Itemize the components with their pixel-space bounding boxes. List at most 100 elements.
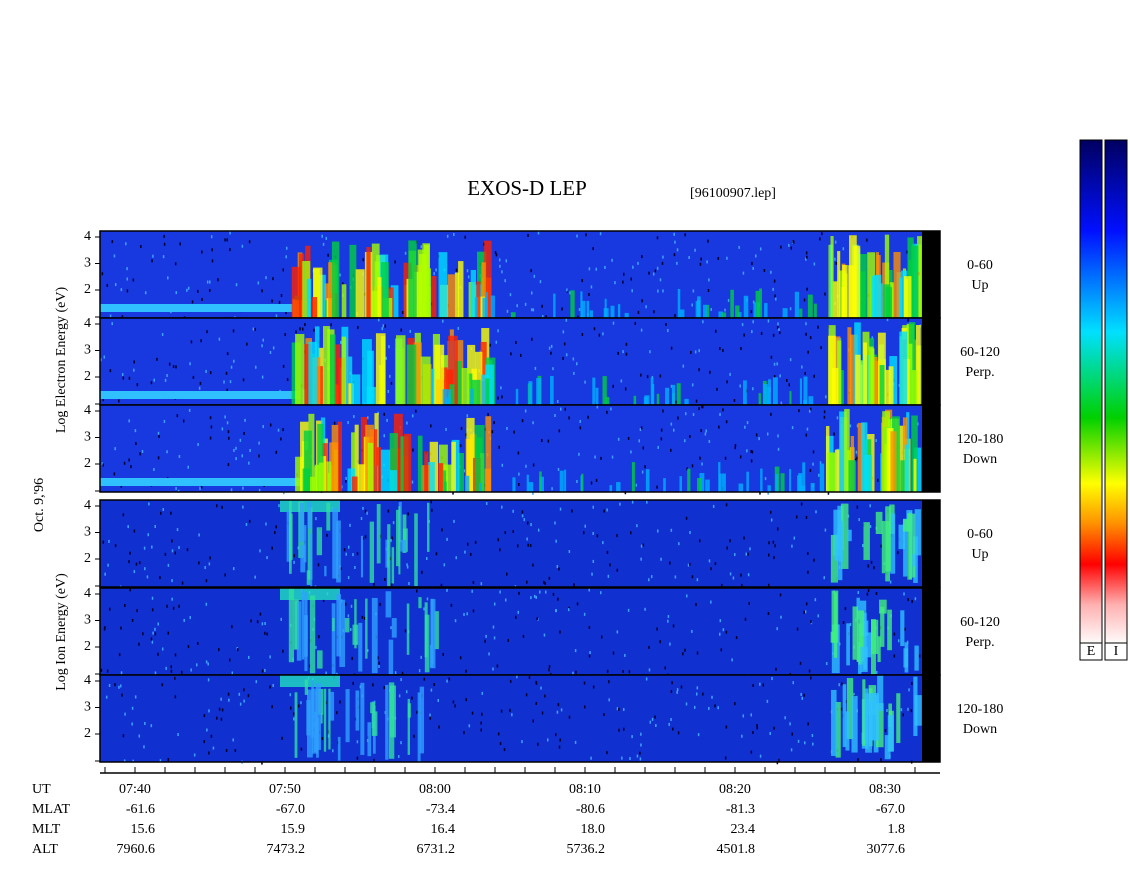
speckle: [390, 626, 392, 630]
speckle: [151, 640, 154, 644]
flux-patch: [358, 622, 363, 672]
speckle: [209, 416, 212, 420]
speckle: [540, 686, 542, 690]
time-value: 1.8: [888, 822, 906, 837]
speckle: [230, 365, 233, 369]
speckle: [763, 269, 766, 273]
time-value: 7473.2: [267, 842, 306, 857]
flux-patch: [317, 650, 323, 669]
speckle: [579, 426, 582, 430]
no-data-strip: [922, 405, 940, 492]
speckle: [711, 695, 713, 699]
speckle: [172, 606, 175, 610]
speckle: [507, 638, 510, 642]
speckle: [340, 566, 342, 570]
flux-patch: [903, 648, 909, 668]
flux-patch: [470, 388, 474, 405]
speckle: [777, 322, 779, 326]
speckle: [574, 740, 577, 744]
speckle: [742, 714, 745, 718]
speckle: [175, 291, 178, 295]
spectrogram-panel: [99, 317, 941, 408]
speckle: [719, 412, 721, 416]
speckle: [157, 652, 159, 656]
y-tick-label: 4: [84, 229, 91, 244]
speckle: [350, 628, 352, 632]
speckle: [232, 738, 234, 742]
flux-patch: [403, 433, 412, 492]
flux-patch: [313, 267, 323, 318]
flux-patch: [307, 689, 313, 758]
flux-patch: [407, 698, 410, 755]
speckle: [163, 419, 166, 423]
speckle: [400, 741, 402, 745]
channel-label: 0-60: [967, 258, 993, 273]
date-label: Oct. 9,'96: [32, 478, 47, 532]
flux-patch: [329, 334, 336, 405]
flux-patch: [400, 539, 407, 552]
speckle: [235, 446, 237, 450]
speckle: [157, 431, 160, 435]
speckle: [648, 645, 650, 649]
flux-patch: [304, 592, 308, 672]
speckle: [269, 655, 271, 659]
speckle: [438, 725, 440, 729]
speckle: [231, 625, 233, 629]
speckle: [143, 745, 145, 749]
speckle: [685, 516, 688, 520]
speckle: [200, 485, 203, 489]
flux-patch: [884, 443, 888, 492]
flux-patch: [336, 593, 341, 657]
speckle: [629, 531, 632, 535]
flux-patch: [887, 715, 894, 752]
speckle: [684, 233, 686, 237]
speckle: [282, 268, 285, 272]
speckle: [532, 491, 534, 495]
flux-patch: [485, 416, 492, 492]
speckle: [789, 722, 791, 726]
speckle: [350, 604, 353, 608]
flux-patch: [424, 451, 429, 492]
speckle: [834, 240, 837, 244]
speckle: [641, 299, 643, 303]
speckle: [487, 413, 489, 417]
speckle: [387, 509, 390, 513]
speckle: [174, 551, 176, 555]
speckle: [197, 289, 199, 293]
speckle: [493, 602, 496, 606]
speckle: [293, 560, 295, 564]
speckle: [751, 450, 754, 454]
speckle: [517, 610, 520, 614]
flux-patch: [470, 269, 477, 318]
spectrogram-panel: [99, 499, 941, 590]
flux-patch: [886, 428, 894, 492]
speckle: [524, 409, 527, 413]
speckle: [642, 446, 645, 450]
speckle: [708, 439, 711, 443]
speckle: [758, 437, 760, 441]
speckle: [690, 350, 692, 354]
speckle: [423, 607, 425, 611]
time-value: 6731.2: [417, 842, 456, 857]
speckle: [797, 739, 800, 743]
speckle: [342, 282, 344, 286]
speckle: [688, 256, 690, 260]
flux-patch: [317, 423, 324, 492]
y-tick-label: 3: [84, 700, 91, 715]
speckle: [420, 245, 423, 249]
flux-patch: [362, 339, 372, 405]
speckle: [543, 580, 545, 584]
flux-patch: [887, 609, 892, 651]
flux-patch: [900, 610, 905, 647]
speckle: [366, 511, 368, 515]
speckle: [595, 267, 598, 271]
speckle: [660, 437, 663, 441]
speckle: [151, 545, 153, 549]
speckle: [541, 315, 544, 319]
flux-patch: [512, 477, 516, 492]
speckle: [203, 714, 206, 718]
flux-patch: [848, 460, 856, 492]
speckle: [441, 528, 443, 532]
speckle: [725, 420, 728, 424]
speckle: [190, 668, 192, 672]
